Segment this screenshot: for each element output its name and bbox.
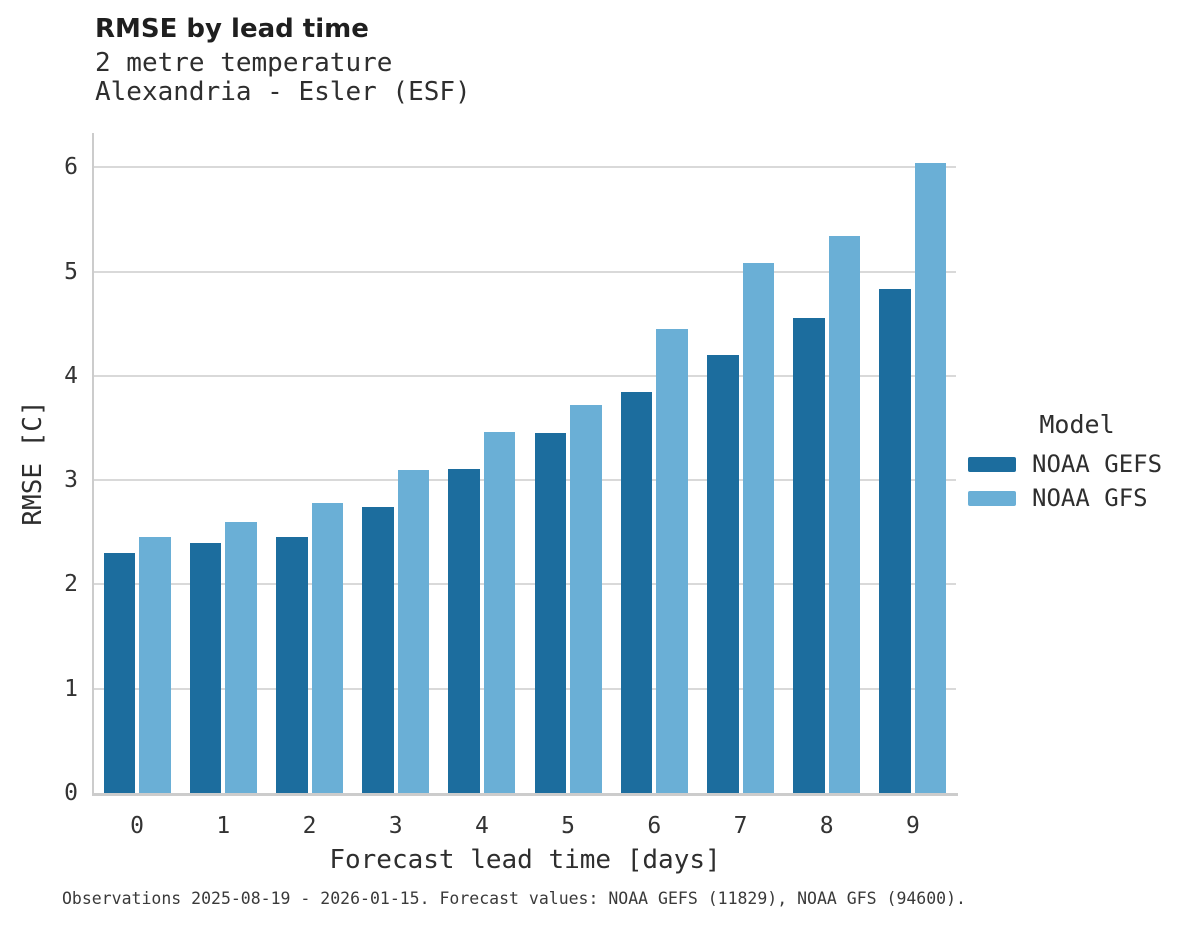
- bar-noaa-gfs: [656, 329, 688, 793]
- bar-noaa-gfs: [570, 405, 602, 793]
- x-axis-title: Forecast lead time [days]: [329, 845, 721, 875]
- x-tick-label: 9: [905, 813, 920, 839]
- gridline: [94, 374, 956, 377]
- x-tick-label: 1: [216, 813, 231, 839]
- legend-label: NOAA GEFS: [1032, 450, 1163, 478]
- legend-entry-noaa-gefs: NOAA GEFS: [968, 449, 1186, 479]
- bar-noaa-gefs: [103, 553, 136, 793]
- legend-label: NOAA GFS: [1032, 484, 1148, 512]
- y-tick-label: 2: [64, 571, 78, 598]
- y-tick-label: 5: [64, 258, 78, 285]
- x-tick-label: 8: [819, 813, 834, 839]
- bar-noaa-gefs: [276, 536, 308, 793]
- gridline: [94, 479, 956, 482]
- legend-entry-noaa-gfs: NOAA GFS: [968, 483, 1186, 513]
- chart-title: RMSE by lead time: [95, 14, 369, 44]
- chart-subtitle-station: Alexandria - Esler (ESF): [95, 77, 471, 107]
- x-tick-label: 5: [561, 813, 576, 839]
- x-tick-label: 0: [130, 813, 145, 839]
- x-tick-label: 3: [388, 813, 403, 839]
- bar-noaa-gfs: [311, 503, 343, 793]
- gridline: [94, 583, 956, 586]
- y-tick-label: 1: [64, 675, 78, 702]
- chart-subtitle-variable: 2 metre temperature: [95, 48, 393, 78]
- bar-noaa-gfs: [828, 236, 861, 793]
- y-tick-label: 4: [64, 362, 78, 389]
- bar-noaa-gefs: [534, 433, 567, 793]
- x-tick-label: 4: [474, 813, 489, 839]
- y-tick-label: 3: [64, 467, 78, 494]
- gridline: [94, 270, 956, 273]
- footer-note: Observations 2025-08-19 - 2026-01-15. Fo…: [62, 889, 966, 908]
- gridline: [94, 687, 956, 690]
- legend-swatch-noaa-gefs: [968, 456, 1016, 472]
- gridline: [94, 166, 956, 169]
- legend-title: Model: [1039, 410, 1115, 439]
- bar-noaa-gfs: [139, 536, 171, 793]
- y-axis-title: RMSE [C]: [18, 400, 48, 526]
- bar-noaa-gfs: [397, 469, 430, 793]
- bar-noaa-gefs: [879, 289, 911, 793]
- bar-noaa-gefs: [793, 317, 825, 793]
- y-tick-label: 0: [64, 780, 78, 806]
- x-tick-label: 7: [733, 813, 748, 839]
- bar-noaa-gfs: [914, 163, 947, 793]
- legend: Model NOAA GEFS NOAA GFS: [968, 410, 1186, 517]
- y-tick-label: 6: [64, 154, 78, 181]
- bar-noaa-gefs: [620, 391, 653, 793]
- bar-noaa-gefs: [362, 507, 394, 793]
- legend-swatch-noaa-gfs: [968, 490, 1016, 506]
- bar-noaa-gefs: [189, 542, 222, 793]
- plot-area: [94, 133, 956, 793]
- bar-noaa-gfs: [483, 432, 516, 793]
- y-axis-title-wrap: RMSE [C]: [13, 133, 53, 793]
- x-axis-ticks: 0 1 2 3 4 5 6 7 8 9: [94, 812, 956, 840]
- y-axis-line: [92, 133, 94, 796]
- x-tick-label: 2: [302, 813, 317, 839]
- x-tick-label: 6: [647, 813, 662, 839]
- bar-noaa-gfs: [742, 263, 774, 793]
- x-axis-line: [92, 793, 958, 796]
- bar-noaa-gefs: [448, 468, 480, 793]
- y-axis-ticks: 0 1 2 3 4 5 6: [30, 133, 78, 806]
- bar-noaa-gefs: [707, 355, 739, 793]
- bar-noaa-gfs: [225, 521, 257, 793]
